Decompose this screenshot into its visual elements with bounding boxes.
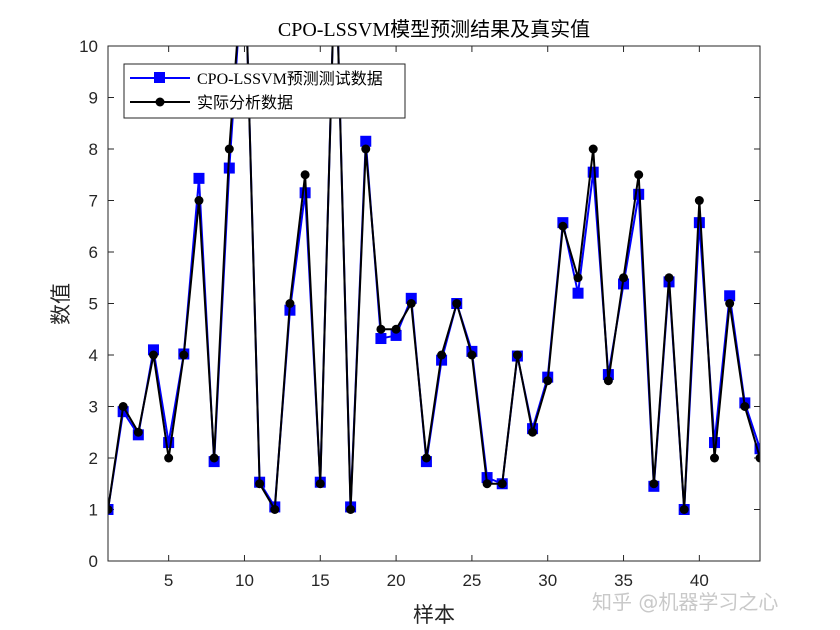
series-line-1 [108, 46, 760, 513]
y-tick-label: 6 [89, 243, 98, 262]
data-point-predicted [405, 292, 417, 304]
legend-marker-square [154, 72, 165, 83]
x-tick-label: 35 [614, 571, 633, 590]
data-point-actual [376, 324, 386, 334]
data-point-actual [361, 144, 371, 154]
x-tick-label: 20 [387, 571, 406, 590]
x-tick-label: 25 [462, 571, 481, 590]
data-point-predicted [375, 333, 387, 345]
data-point-actual [437, 350, 447, 360]
data-point-actual [300, 170, 310, 180]
data-point-predicted [390, 329, 402, 341]
data-point-actual [406, 299, 416, 308]
data-point-actual [512, 350, 522, 360]
y-tick-label: 2 [89, 449, 98, 468]
legend-label-predicted: CPO-LSSVM预测测试数据 [197, 70, 383, 88]
data-point-actual [133, 427, 143, 437]
y-tick-label: 0 [89, 552, 98, 571]
data-point-predicted [360, 135, 372, 147]
data-point-actual [179, 350, 189, 360]
data-point-actual [679, 505, 689, 514]
data-point-actual [118, 402, 128, 411]
x-tick-label: 5 [164, 571, 173, 590]
y-tick-label: 1 [89, 501, 98, 520]
data-point-predicted [587, 166, 599, 178]
data-point-predicted [193, 172, 205, 184]
legend: CPO-LSSVM预测测试数据 实际分析数据 [123, 63, 406, 119]
data-point-actual [710, 453, 720, 463]
data-point-predicted [693, 217, 705, 229]
y-tick-label: 5 [89, 295, 98, 314]
y-axis-label: 数值 [49, 283, 73, 325]
data-point-actual [148, 350, 158, 360]
data-point-actual [664, 273, 674, 283]
data-point-actual [543, 376, 553, 386]
data-point-predicted [163, 437, 175, 449]
y-tick-label: 9 [89, 89, 98, 108]
data-point-actual [634, 170, 644, 180]
x-tick-label: 10 [235, 571, 254, 590]
data-point-actual [528, 427, 538, 437]
x-tick-label: 40 [690, 571, 709, 590]
data-point-actual [482, 479, 492, 489]
data-point-actual [209, 453, 219, 463]
data-point-actual [755, 453, 760, 463]
chart-title: CPO-LSSVM模型预测结果及真实值 [278, 18, 590, 41]
data-point-predicted [724, 290, 736, 302]
data-point-actual [619, 273, 629, 283]
axes-box [107, 45, 761, 562]
data-point-actual [194, 196, 204, 205]
data-point-actual [255, 479, 265, 489]
x-tick-label: 15 [311, 571, 330, 590]
data-point-actual [573, 273, 583, 283]
y-tick-label: 4 [89, 346, 98, 365]
data-point-actual [285, 299, 295, 308]
data-point-actual [725, 299, 735, 308]
data-point-actual [452, 299, 462, 308]
x-axis-label: 样本 [413, 603, 455, 627]
data-point-actual [315, 479, 325, 489]
data-point-actual [467, 350, 477, 360]
y-tick-label: 7 [89, 192, 98, 211]
data-point-actual [588, 144, 598, 154]
data-point-actual [421, 453, 431, 463]
data-point-actual [224, 144, 234, 154]
y-tick-label: 3 [89, 398, 98, 417]
data-point-actual [346, 505, 356, 514]
watermark: 知乎 @机器学习之心 [592, 590, 779, 614]
data-point-predicted [147, 344, 159, 356]
data-point-predicted [572, 287, 584, 299]
data-point-actual [694, 196, 704, 205]
data-point-actual [108, 505, 113, 514]
data-point-actual [649, 479, 659, 489]
data-point-actual [558, 221, 568, 231]
data-point-actual [270, 505, 280, 514]
data-point-actual [164, 453, 174, 463]
data-point-actual [603, 376, 613, 386]
y-tick-label: 10 [79, 37, 98, 56]
legend-label-actual: 实际分析数据 [197, 94, 293, 112]
data-point-actual [497, 479, 507, 489]
data-point-actual [391, 324, 401, 334]
y-tick-label: 8 [89, 140, 98, 159]
legend-box [123, 63, 406, 119]
x-tick-label: 30 [538, 571, 557, 590]
data-point-actual [740, 402, 750, 411]
legend-marker-circle [155, 97, 165, 107]
